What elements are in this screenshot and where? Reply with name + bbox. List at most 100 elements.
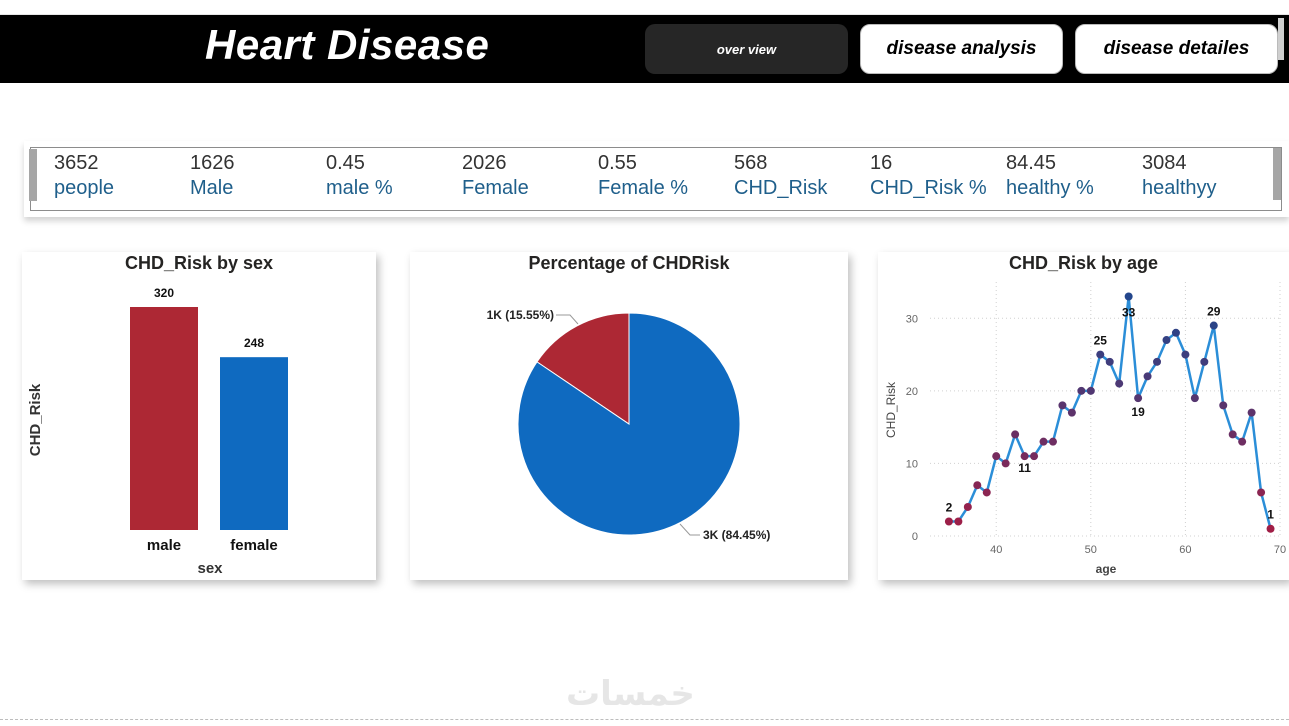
nav-disease-analysis-button[interactable]: disease analysis <box>860 24 1063 74</box>
nav-disease-details-button[interactable]: disease detailes <box>1075 24 1278 74</box>
data-point <box>1247 408 1256 417</box>
y-axis-title: CHD_Risk <box>884 381 898 438</box>
bar-chart: 320 male 248 female sex CHD_Risk <box>27 286 288 577</box>
kpi-label: male % <box>326 177 393 199</box>
bar-data-label: 248 <box>244 336 264 350</box>
kpi-value: 3652 <box>54 152 99 174</box>
data-label: 2 <box>946 500 953 514</box>
data-point <box>1228 430 1237 439</box>
kpi-value: 2026 <box>462 152 507 174</box>
x-tick-label: 70 <box>1274 544 1286 556</box>
kpi-male: 1626 Male <box>190 151 235 201</box>
data-point <box>1153 357 1162 366</box>
kpi-value: 1626 <box>190 152 235 174</box>
pie-leader-line <box>679 523 700 536</box>
top-strip <box>0 0 1289 15</box>
kpi-value: 16 <box>870 152 893 174</box>
bottom-divider <box>0 719 1289 720</box>
kpi-healthy-count: 3084 healthyy <box>1142 151 1217 201</box>
scrollbar-thumb[interactable] <box>1278 18 1284 60</box>
data-label: 33 <box>1122 306 1136 320</box>
data-point <box>1257 488 1266 497</box>
kpi-chd-risk: 568 CHD_Risk <box>734 151 827 201</box>
kpi-label: Female % <box>598 177 689 199</box>
kpi-healthy-percent: 84.45 healthy % <box>1006 151 1094 201</box>
kpi-female: 2026 Female <box>462 151 529 201</box>
watermark-logo: خمسات <box>566 674 695 714</box>
chart-title: CHD_Risk by age <box>1008 253 1159 273</box>
data-point <box>1124 292 1133 301</box>
data-point <box>1096 350 1105 359</box>
data-point <box>1266 524 1275 533</box>
kpi-left-accent <box>29 149 37 201</box>
chart-title: CHD_Risk by sex <box>124 253 274 273</box>
data-point <box>982 488 991 497</box>
data-label: 29 <box>1207 305 1221 319</box>
chart-card-pie[interactable]: 1K (15.55%) 3K (84.45%) Percentage of CHD… <box>410 252 848 580</box>
x-axis-title: sex <box>197 560 223 577</box>
line-chart: 0 10 20 30 40 50 60 70 2 11 25 33 19 29 1 age CHD_Risk <box>884 282 1286 576</box>
data-point <box>954 517 963 526</box>
data-point <box>1143 372 1152 381</box>
kpi-value: 0.45 <box>326 152 365 174</box>
kpi-label: CHD_Risk <box>734 177 828 199</box>
kpi-male-percent: 0.45 male % <box>326 151 393 201</box>
kpi-card-strip: 3652 people 1626 Male 0.45 male % 2026 F… <box>24 141 1289 217</box>
data-label: 11 <box>1018 461 1031 475</box>
kpi-female-percent: 0.55 Female % <box>598 151 688 201</box>
data-point <box>973 481 982 490</box>
kpi-value: 0.55 <box>598 152 637 174</box>
kpi-label: healthyy <box>1142 177 1217 199</box>
kpi-scrollbar[interactable] <box>1273 148 1281 200</box>
data-point <box>1219 401 1228 410</box>
pie-slice <box>517 312 741 536</box>
data-point <box>1011 430 1020 439</box>
y-tick-label: 10 <box>906 458 918 470</box>
bar-female <box>220 357 288 530</box>
data-point <box>1048 437 1057 446</box>
data-point <box>1134 394 1143 403</box>
data-point <box>944 517 953 526</box>
data-point <box>1238 437 1247 446</box>
header-bar: Heart Disease over view disease analysis… <box>0 15 1289 83</box>
data-point <box>963 502 972 511</box>
data-point <box>1200 357 1209 366</box>
data-label: 25 <box>1094 334 1108 348</box>
y-tick-label: 20 <box>906 386 918 398</box>
kpi-value: 3084 <box>1142 152 1187 174</box>
kpi-label: Female <box>462 177 529 199</box>
series-line <box>948 296 1272 530</box>
data-point <box>1181 350 1190 359</box>
data-point <box>1058 401 1067 410</box>
bar-data-label: 320 <box>154 286 174 300</box>
data-point <box>1115 379 1124 388</box>
data-point <box>1039 437 1048 446</box>
data-point <box>1171 328 1180 337</box>
data-point <box>1105 357 1114 366</box>
pie-data-label: 1K (15.55%) <box>487 308 554 322</box>
chart-card-line[interactable]: 0 10 20 30 40 50 60 70 2 11 25 33 19 29 1 age CHD_Risk C… <box>878 252 1289 580</box>
y-tick-label: 0 <box>912 531 918 543</box>
kpi-label: CHD_Risk % <box>870 177 987 199</box>
x-tick-label: 60 <box>1179 544 1191 556</box>
chart-title: Percentage of CHDRisk <box>528 253 730 273</box>
y-axis-title: CHD_Risk <box>27 383 44 456</box>
data-point <box>1209 321 1218 330</box>
pie-leader-line <box>556 314 579 325</box>
pie-chart: 1K (15.55%) 3K (84.45%) <box>487 308 771 542</box>
x-tick-label: 40 <box>990 544 1002 556</box>
y-tick-label: 30 <box>906 313 918 325</box>
x-tick-label: 50 <box>1085 544 1097 556</box>
x-tick-label: male <box>147 537 181 554</box>
nav-overview-button[interactable]: over view <box>645 24 848 74</box>
chart-card-bar[interactable]: 320 male 248 female sex CHD_Risk CHD_Risk by … <box>22 252 376 580</box>
kpi-value: 84.45 <box>1006 152 1057 174</box>
data-point <box>1162 336 1171 345</box>
pie-data-label: 3K (84.45%) <box>703 528 770 542</box>
data-point <box>1001 459 1010 468</box>
kpi-label: Male <box>190 177 234 199</box>
kpi-value: 568 <box>734 152 768 174</box>
x-tick-label: female <box>230 537 278 554</box>
data-label: 1 <box>1267 508 1274 522</box>
data-point <box>1086 386 1095 395</box>
